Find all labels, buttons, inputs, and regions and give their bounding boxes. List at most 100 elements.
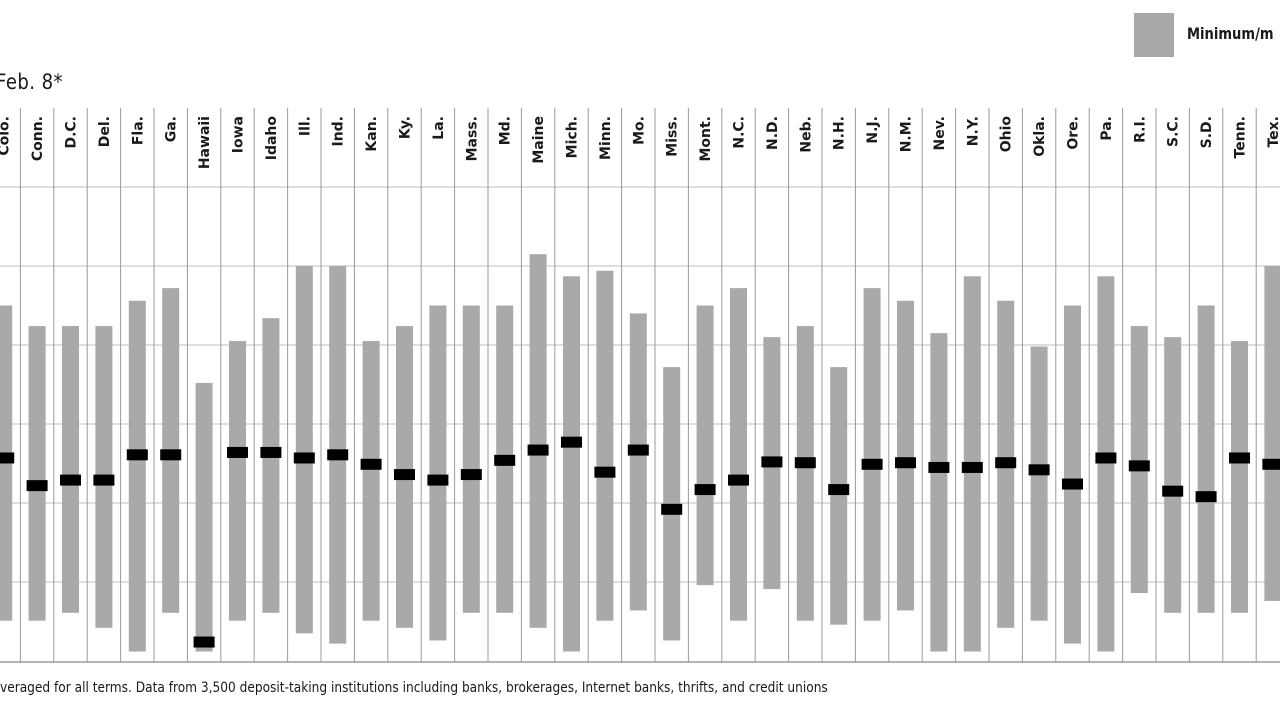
average-marker-nd: [761, 456, 783, 468]
average-marker-dc: [60, 474, 81, 486]
range-bar-miss: [663, 367, 681, 641]
category-label: Nev.: [932, 116, 948, 151]
average-marker-sc: [1162, 485, 1184, 497]
average-marker-ri: [1128, 460, 1150, 472]
average-marker-mont: [694, 484, 716, 496]
average-marker-nc: [728, 474, 749, 486]
average-marker-conn: [26, 480, 48, 492]
range-bar-la: [429, 305, 447, 641]
range-bar-nm: [897, 300, 914, 611]
category-label: Okla.: [1032, 116, 1048, 157]
range-bar-maine: [529, 254, 547, 628]
range-bar-mo: [629, 313, 647, 611]
category-label: Conn.: [30, 116, 46, 161]
category-label: La.: [431, 116, 447, 140]
average-marker-maine: [527, 444, 549, 456]
category-label: N.Y.: [965, 116, 981, 146]
category-label: S.C.: [1166, 116, 1182, 147]
range-bar-fla: [128, 300, 146, 652]
average-marker-ore: [1062, 478, 1083, 490]
range-bar-tenn: [1231, 341, 1248, 613]
average-marker-nm: [895, 457, 916, 469]
range-bar-ri: [1130, 326, 1148, 594]
average-marker-nev: [928, 461, 950, 473]
average-marker-tenn: [1229, 452, 1250, 464]
category-label: Miss.: [665, 116, 681, 157]
range-bar-mich: [563, 276, 580, 652]
category-label: Ill.: [297, 116, 313, 136]
range-bar-sd: [1197, 305, 1215, 613]
average-marker-kan: [360, 458, 382, 470]
category-label: Idaho: [264, 116, 280, 161]
category-label: Mass.: [464, 116, 480, 161]
category-label: N.H.: [832, 116, 848, 150]
range-bar-ore: [1064, 305, 1081, 644]
average-marker-neb: [794, 457, 816, 469]
range-bar-idaho: [262, 318, 280, 613]
category-label: Ky.: [398, 116, 414, 139]
average-marker-idaho: [260, 446, 282, 458]
average-marker-okla: [1028, 464, 1050, 476]
category-label: Hawaii: [197, 116, 213, 169]
category-label: N.M.: [899, 116, 915, 152]
range-bar-ill: [295, 266, 313, 634]
average-marker-mo: [627, 444, 649, 456]
average-marker-hawaii: [193, 636, 215, 648]
category-label: R.I.: [1132, 116, 1148, 143]
range-bar-minn: [596, 270, 614, 621]
category-label: D.C.: [64, 116, 80, 149]
category-label: Minn.: [598, 116, 614, 160]
average-marker-ohio: [995, 457, 1017, 469]
average-marker-iowa: [227, 446, 248, 458]
range-bar-kan: [362, 341, 380, 621]
category-label: Pa.: [1099, 116, 1115, 141]
average-marker-mich: [561, 436, 582, 448]
category-label: Ind.: [331, 116, 347, 147]
category-label: Ore.: [1066, 116, 1082, 150]
category-label: Neb.: [798, 116, 814, 153]
average-marker-del: [93, 474, 115, 486]
category-label: Iowa: [231, 116, 247, 153]
category-label: Md.: [498, 116, 514, 145]
average-marker-ind: [327, 449, 349, 461]
category-label: N.J.: [865, 116, 881, 144]
footnote: veraged for all terms. Data from 3,500 d…: [0, 680, 828, 696]
average-marker-fla: [126, 449, 148, 461]
category-label: Mo.: [631, 116, 647, 145]
category-label: Del.: [97, 116, 113, 147]
category-label: Maine: [531, 116, 547, 164]
category-label: N.D.: [765, 116, 781, 150]
average-marker-mass: [460, 469, 482, 481]
average-marker-la: [427, 474, 449, 486]
category-label: Ohio: [999, 116, 1015, 153]
category-label: Fla.: [130, 116, 146, 145]
average-marker-nh: [828, 484, 850, 496]
range-bar-nj: [863, 288, 881, 621]
category-label: Colo.: [0, 116, 13, 156]
category-label: Mont.: [698, 116, 714, 162]
range-bar-iowa: [229, 341, 246, 621]
average-marker-minn: [594, 466, 616, 478]
category-label: Mich.: [565, 116, 581, 158]
range-bar-hawaii: [195, 382, 213, 652]
category-label: Tenn.: [1233, 116, 1249, 158]
legend-swatch: [1134, 13, 1174, 57]
category-label: N.C.: [732, 116, 748, 149]
range-bar-mont: [696, 305, 714, 586]
range-bar-nev: [930, 333, 948, 652]
category-label: Tex.: [1266, 116, 1280, 148]
legend-label: Minimum/m: [1187, 24, 1274, 43]
average-marker-pa: [1095, 452, 1117, 464]
range-bar-dc: [62, 326, 79, 613]
average-marker-colo: [0, 452, 15, 464]
category-label: Kan.: [364, 116, 380, 152]
range-bar-okla: [1030, 346, 1048, 621]
average-marker-md: [494, 454, 516, 466]
average-marker-nj: [861, 458, 883, 470]
range-bar-nc: [730, 288, 747, 621]
range-bar-sc: [1164, 337, 1182, 613]
category-label: S.D.: [1199, 116, 1215, 148]
range-bar-tex: [1264, 266, 1280, 601]
average-marker-ny: [961, 461, 983, 473]
